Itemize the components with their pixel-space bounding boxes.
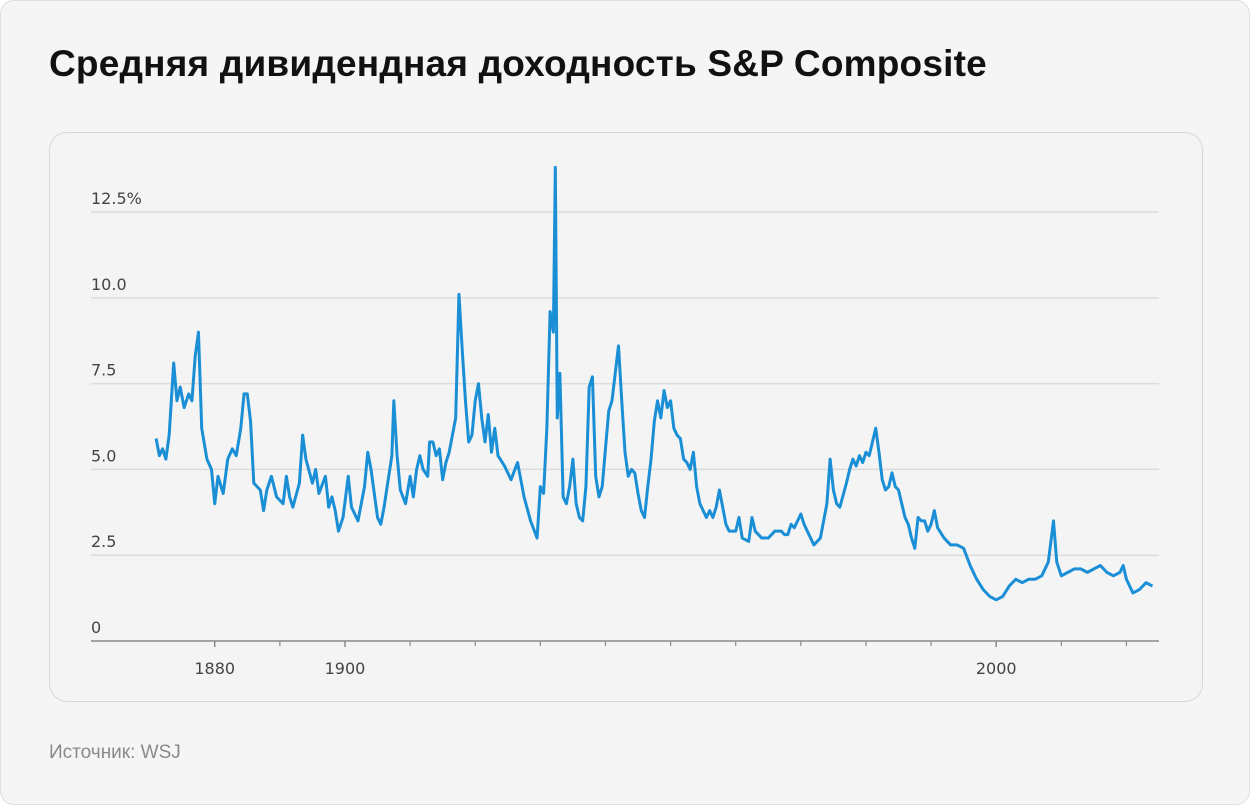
x-tick-label: 1880 [194, 659, 235, 678]
y-tick-label: 2.5 [91, 532, 116, 551]
chart-title: Средняя дивидендная доходность S&P Compo… [49, 43, 987, 84]
x-tick-label: 1900 [325, 659, 366, 678]
y-tick-label: 0 [91, 618, 101, 637]
source-note: Источник: WSJ [49, 742, 181, 763]
y-tick-label: 7.5 [91, 361, 116, 380]
line-series [154, 165, 1154, 602]
y-tick-label: 12.5% [91, 189, 142, 208]
y-tick-label: 10.0 [91, 275, 127, 294]
x-tick-label: 2000 [976, 659, 1017, 678]
y-tick-label: 5.0 [91, 446, 116, 465]
